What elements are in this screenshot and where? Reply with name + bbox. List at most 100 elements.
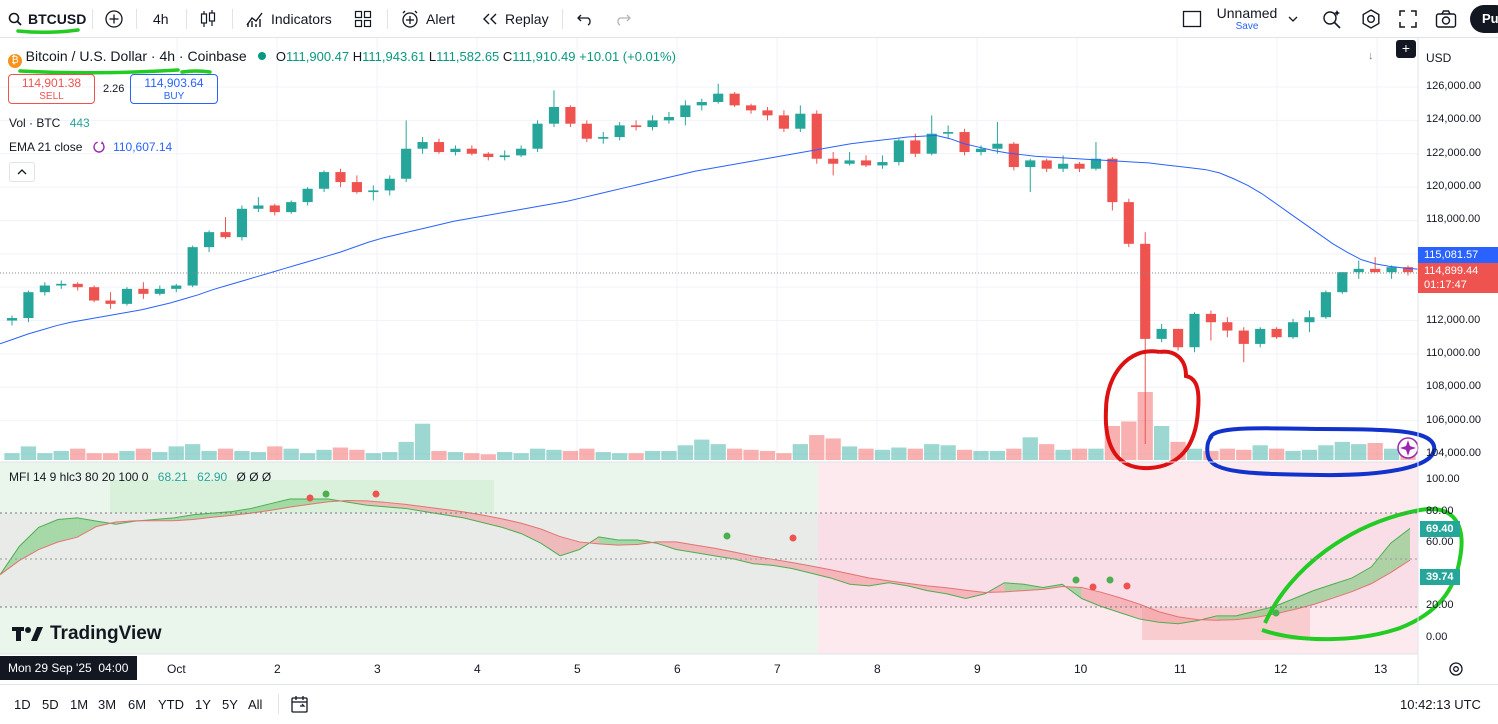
candle-body	[1386, 267, 1397, 273]
volume-bar	[1186, 448, 1203, 460]
candle-body	[121, 288, 133, 304]
quick-search-button[interactable]	[1321, 0, 1343, 38]
replay-button[interactable]: Replay	[481, 0, 549, 38]
volume-bar	[332, 447, 349, 460]
candle-body	[433, 142, 445, 153]
range-button-1m[interactable]: 1M	[70, 697, 89, 712]
toolbar-divider	[136, 9, 137, 29]
settings-button[interactable]	[1360, 0, 1382, 38]
mfi-bull-fill	[1294, 590, 1314, 610]
symbol-title[interactable]: Bitcoin / U.S. Dollar · 4h · Coinbase	[25, 48, 247, 64]
publish-button[interactable]: Pu	[1470, 5, 1498, 33]
add-plus-button[interactable]: +	[1396, 40, 1416, 58]
volume-bar	[1039, 444, 1055, 460]
candle-body	[614, 125, 625, 138]
candle-body	[417, 142, 428, 149]
green-circle-annotation	[1261, 507, 1464, 642]
candle-body	[926, 133, 937, 154]
utc-clock[interactable]: 10:42:13 UTC	[1400, 697, 1481, 712]
toolbar-divider	[278, 694, 279, 714]
range-button-6m[interactable]: 6M	[128, 697, 147, 712]
sell-button[interactable]: 114,901.38 SELL	[8, 74, 95, 104]
chart-type-button[interactable]	[199, 0, 217, 38]
mfi-cross-marker	[1123, 582, 1131, 590]
time-axis-label: 8	[874, 662, 881, 676]
candle-body	[647, 120, 658, 128]
volume-bar	[365, 453, 381, 460]
candle-body	[351, 182, 362, 193]
volume-bar	[726, 448, 743, 460]
mfi-bear-fill	[830, 569, 850, 585]
candle-body	[1222, 322, 1233, 331]
snapshot-button[interactable]	[1435, 0, 1457, 38]
layout-name-menu[interactable]: Unnamed Save	[1216, 5, 1278, 33]
mfi-neutral-zone	[0, 513, 818, 607]
mfi-bear-fill	[753, 556, 773, 566]
volume-bar	[924, 444, 940, 460]
buy-button[interactable]: 114,903.64 BUY	[130, 74, 218, 104]
mfi-indicator	[0, 490, 1411, 625]
calendar-range-icon	[291, 696, 308, 713]
mfi-legend[interactable]: MFI 14 9 hlc3 80 20 100 0 68.21 62.90 Ø …	[9, 470, 271, 484]
fullscreen-button[interactable]	[1398, 0, 1418, 38]
spread-value: 2.26	[103, 83, 125, 95]
volume-bar	[398, 441, 414, 460]
alert-button[interactable]: Alert	[400, 0, 455, 38]
ema-legend[interactable]: EMA 21 close 110,607.14	[9, 140, 172, 154]
tradingview-watermark: TradingView	[12, 623, 162, 645]
collapse-legend-button[interactable]	[9, 162, 35, 182]
volume-bar	[776, 453, 792, 460]
scroll-down-arrow-icon[interactable]: ↓	[1368, 50, 1374, 62]
range-button-3m[interactable]: 3M	[98, 697, 117, 712]
range-button-ytd[interactable]: YTD	[158, 697, 184, 712]
tradingview-logo-icon	[12, 627, 43, 641]
candle-body	[959, 132, 970, 153]
chart-area[interactable]	[0, 38, 1498, 684]
indicators-button[interactable]: Indicators	[245, 0, 332, 38]
candle-body	[1189, 313, 1200, 348]
mfi-bear-fill	[1178, 616, 1198, 624]
redo-button[interactable]	[614, 0, 632, 38]
range-button-all[interactable]: All	[248, 697, 263, 712]
mfi-bull-fill	[77, 517, 97, 538]
layout-save-checkbox[interactable]	[1182, 0, 1202, 38]
candle-body	[844, 160, 855, 164]
rewind-icon	[481, 12, 499, 26]
mfi-bear-fill	[1139, 604, 1159, 623]
tradingview-wordmark: TradingView	[50, 623, 162, 644]
interval-button[interactable]: 4h	[153, 0, 169, 38]
chevron-up-icon	[17, 169, 27, 175]
price-axis-label: 112,000.00	[1426, 313, 1481, 326]
time-axis-label: 13	[1374, 662, 1388, 676]
range-button-5d[interactable]: 5D	[42, 697, 59, 712]
plus-circle-icon	[104, 9, 124, 29]
range-button-1y[interactable]: 1Y	[195, 697, 211, 712]
candle-body	[598, 137, 609, 139]
indicators-label: Indicators	[271, 11, 332, 27]
candle-body	[1287, 322, 1299, 338]
mfi-bear-fill	[869, 577, 889, 586]
volume-bar	[431, 450, 447, 460]
compare-symbol-button[interactable]	[104, 0, 124, 38]
low-key: L	[428, 49, 437, 64]
goto-date-button[interactable]	[290, 695, 310, 720]
mfi-bull-fill	[598, 536, 619, 546]
volume-bar	[201, 450, 217, 460]
range-button-5y[interactable]: 5Y	[222, 697, 238, 712]
range-button-1d[interactable]: 1D	[14, 697, 31, 712]
symbol-search[interactable]: BTCUSD	[8, 0, 86, 38]
high-key: H	[352, 49, 363, 64]
chart-settings-button[interactable]	[1448, 661, 1464, 682]
candle-body	[1156, 328, 1167, 339]
volume-legend[interactable]: Vol · BTC 443	[9, 116, 90, 130]
volume-bar	[1301, 449, 1318, 460]
mfi-bear-fill	[1081, 587, 1101, 607]
undo-button[interactable]	[576, 0, 594, 38]
candle-body	[565, 107, 576, 124]
mfi-axis-label: 20.00	[1426, 599, 1454, 612]
currency-label[interactable]: USD	[1426, 51, 1452, 65]
gear-icon	[1449, 662, 1463, 676]
layouts-button[interactable]	[354, 0, 372, 38]
layout-dropdown-button[interactable]	[1288, 0, 1298, 38]
mfi-cross-marker	[1089, 583, 1097, 591]
